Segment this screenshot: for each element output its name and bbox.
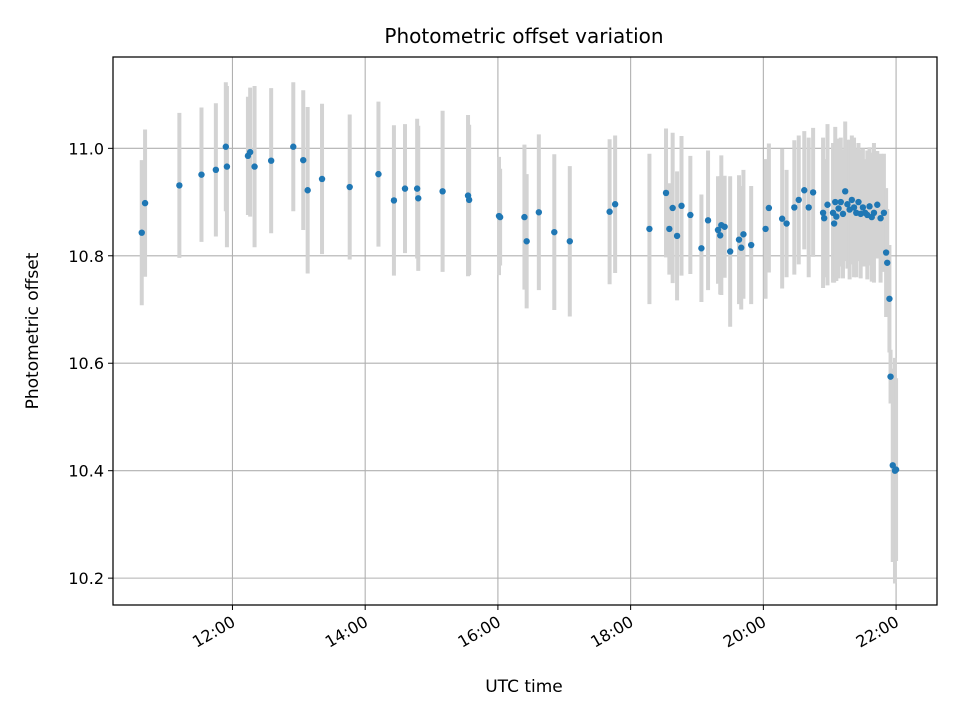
data-point (877, 214, 884, 222)
y-tick-label: 10.6 (68, 354, 104, 373)
data-point (666, 225, 673, 233)
data-point (886, 295, 893, 302)
data-point (704, 217, 712, 224)
data-point (222, 143, 230, 150)
data-point (866, 203, 873, 210)
data-point (290, 143, 297, 150)
data-point (848, 196, 856, 204)
data-point (870, 209, 878, 217)
data-point (496, 213, 504, 221)
data-point (611, 201, 619, 208)
data-point (874, 201, 881, 208)
y-axis-label: Photometric offset (23, 252, 43, 409)
data-point (855, 198, 862, 206)
data-point (801, 187, 808, 194)
y-tick-label: 10.2 (68, 569, 104, 588)
data-point (246, 148, 254, 156)
data-point (223, 163, 231, 170)
data-point (819, 209, 827, 217)
data-point (887, 373, 894, 380)
data-point (721, 223, 728, 230)
data-point (346, 183, 353, 191)
data-point (698, 245, 705, 252)
data-point (837, 198, 844, 206)
data-point (783, 220, 790, 227)
data-point (714, 226, 722, 234)
x-axis-label: UTC time (485, 677, 563, 697)
data-point (551, 228, 558, 236)
data-point (465, 196, 473, 204)
data-point (740, 231, 747, 238)
data-point (717, 232, 724, 239)
data-point (401, 185, 409, 192)
data-point (762, 225, 769, 233)
data-point (566, 238, 573, 245)
data-point (141, 199, 149, 207)
data-point (673, 232, 681, 240)
data-point (859, 204, 867, 211)
data-point (833, 213, 840, 220)
data-point (390, 197, 398, 204)
data-point (795, 196, 802, 204)
data-point (835, 205, 842, 212)
data-point (138, 229, 145, 236)
data-point (765, 204, 773, 212)
plot-frame (112, 56, 938, 606)
data-point (176, 182, 183, 189)
data-point (882, 249, 890, 256)
data-point (439, 188, 446, 195)
data-point (662, 189, 670, 197)
data-point (778, 215, 786, 222)
data-point (892, 466, 900, 473)
data-point (832, 198, 839, 206)
data-point (809, 189, 817, 196)
data-point (735, 236, 743, 243)
data-points (138, 143, 900, 474)
data-point (844, 201, 851, 208)
data-point (841, 188, 849, 195)
data-point (251, 163, 258, 170)
data-point (304, 187, 311, 194)
data-point (646, 225, 653, 233)
data-point (726, 248, 734, 255)
y-tick-label: 10.8 (68, 247, 104, 266)
data-point (791, 204, 798, 211)
data-point (805, 204, 812, 211)
data-point (839, 210, 847, 218)
data-point (267, 157, 275, 164)
data-point (738, 244, 745, 251)
data-point (375, 170, 382, 178)
data-point (523, 238, 530, 245)
data-point (824, 201, 831, 208)
data-point (884, 259, 891, 266)
data-point (606, 208, 613, 215)
data-point (198, 171, 205, 178)
data-point (880, 209, 888, 217)
data-point (687, 211, 694, 219)
data-point (820, 214, 828, 222)
chart-title: Photometric offset variation (384, 24, 663, 48)
data-point (669, 204, 676, 212)
data-point (850, 204, 858, 211)
data-point (300, 156, 307, 164)
data-point (747, 241, 755, 249)
data-point (830, 220, 838, 227)
data-point (413, 185, 421, 192)
data-point (212, 166, 220, 174)
y-tick-label: 11.0 (68, 139, 104, 158)
data-point (415, 195, 422, 202)
data-point (535, 209, 543, 216)
data-point (318, 175, 326, 183)
data-point (678, 202, 685, 210)
data-point (521, 213, 528, 221)
y-tick-label: 10.4 (68, 462, 104, 481)
